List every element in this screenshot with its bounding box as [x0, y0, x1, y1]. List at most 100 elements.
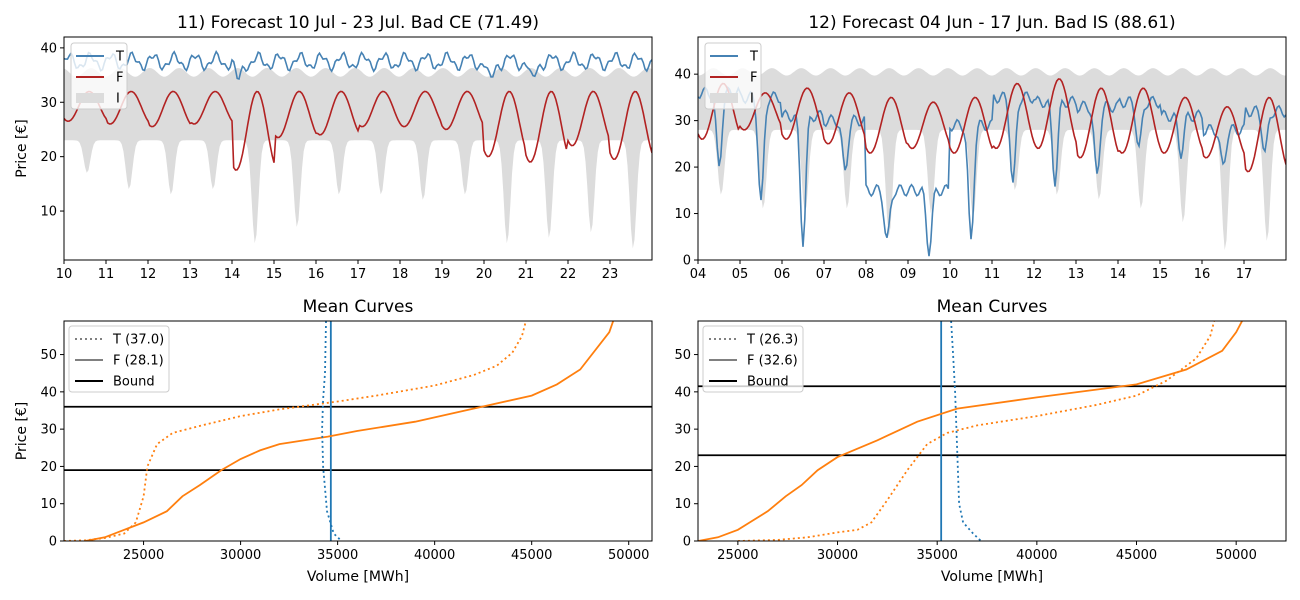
y-tick-label: 30	[674, 423, 691, 438]
x-tick-label: 21	[518, 267, 535, 282]
legend-entry: Bound	[747, 375, 789, 390]
x-tick-label: 15	[1152, 267, 1169, 282]
x-tick-label: 16	[1194, 267, 1211, 282]
legend-entry: F (32.6)	[747, 354, 798, 369]
legend-entry: F (28.1)	[113, 354, 164, 369]
y-tick-label: 10	[674, 207, 691, 222]
plot-area	[64, 50, 652, 249]
x-tick-label: 05	[732, 267, 749, 282]
series-T-line	[64, 50, 652, 81]
curve-demand-line	[950, 321, 982, 541]
series-F-line	[698, 78, 1286, 173]
x-tick-label: 20	[476, 267, 493, 282]
legend-entry: I	[116, 92, 120, 107]
y-tick-label: 10	[40, 205, 57, 220]
axes-frame	[697, 320, 1287, 542]
x-tick-label: 22	[560, 267, 577, 282]
plot-area	[698, 68, 1286, 257]
y-axis-label: Price [€]	[14, 402, 30, 460]
chart-title: 12) Forecast 04 Jun - 17 Jun. Bad IS (88…	[808, 13, 1175, 33]
x-tick-label: 10	[942, 267, 959, 282]
legend-entry: T (26.3)	[746, 333, 798, 348]
y-tick-label: 40	[674, 385, 691, 400]
legend-entry: Bound	[113, 375, 155, 390]
panel-p22: Mean Curves 25000 30000 35000 40000 45000 5000…	[674, 297, 1287, 585]
y-tick-label: 30	[674, 114, 691, 129]
y-tick-label: 20	[40, 460, 57, 475]
curve-f-line	[698, 321, 1243, 541]
x-tick-label: 16	[308, 267, 325, 282]
x-tick-label: 11	[984, 267, 1001, 282]
curve-demand-line	[321, 321, 343, 541]
legend-box	[702, 325, 804, 393]
x-tick-label: 45000	[511, 548, 552, 563]
y-tick-label: 30	[40, 96, 57, 111]
y-tick-label: 0	[49, 535, 57, 550]
y-tick-label: 10	[674, 497, 691, 512]
legend-entry: T	[749, 50, 758, 65]
x-tick-label: 25000	[717, 548, 758, 563]
curve-f-line	[85, 321, 615, 541]
legend-entry: I	[750, 92, 754, 107]
y-tick-label: 50	[674, 348, 691, 363]
panel-p11: 11) Forecast 10 Jul - 23 Jul. Bad CE (71…	[14, 13, 653, 282]
x-tick-label: 30000	[817, 548, 858, 563]
x-tick-label: 13	[182, 267, 199, 282]
y-tick-label: 30	[40, 423, 57, 438]
curve-t-line	[737, 321, 1216, 541]
y-tick-label: 50	[40, 348, 57, 363]
x-tick-label: 35000	[317, 548, 358, 563]
plot-area	[64, 321, 652, 541]
chart-title: Mean Curves	[303, 297, 414, 317]
chart-title: 11) Forecast 10 Jul - 23 Jul. Bad CE (71…	[177, 13, 539, 33]
y-tick-label: 20	[674, 161, 691, 176]
x-tick-label: 08	[858, 267, 875, 282]
y-axis-label: Price [€]	[14, 119, 30, 177]
series-F-line	[64, 90, 652, 171]
x-tick-label: 14	[224, 267, 241, 282]
x-axis-label: Volume [MWh]	[941, 569, 1043, 585]
x-tick-label: 12	[140, 267, 157, 282]
x-axis-label: Volume [MWh]	[307, 569, 409, 585]
y-tick-label: 10	[40, 497, 57, 512]
y-tick-label: 20	[40, 150, 57, 165]
legend-box	[68, 325, 170, 393]
x-tick-label: 23	[602, 267, 619, 282]
curve-t-line	[64, 321, 527, 541]
legend-swatch	[710, 93, 738, 103]
y-tick-label: 40	[40, 385, 57, 400]
interval-band	[64, 68, 652, 249]
y-tick-label: 40	[40, 41, 57, 56]
x-tick-label: 12	[1026, 267, 1043, 282]
x-tick-label: 25000	[123, 548, 164, 563]
x-tick-label: 18	[392, 267, 409, 282]
x-tick-label: 19	[434, 267, 451, 282]
x-tick-label: 13	[1068, 267, 1085, 282]
x-tick-label: 06	[774, 267, 791, 282]
y-tick-label: 40	[674, 68, 691, 83]
y-tick-label: 0	[683, 254, 691, 269]
x-tick-label: 40000	[414, 548, 455, 563]
x-tick-label: 15	[266, 267, 283, 282]
x-tick-label: 10	[56, 267, 73, 282]
x-tick-label: 50000	[608, 548, 649, 563]
legend-swatch	[76, 93, 104, 103]
x-tick-label: 09	[900, 267, 917, 282]
x-tick-label: 45000	[1116, 548, 1157, 563]
x-tick-label: 04	[690, 267, 707, 282]
legend-entry: T (37.0)	[112, 333, 164, 348]
y-tick-label: 20	[674, 460, 691, 475]
x-tick-label: 17	[350, 267, 367, 282]
x-tick-label: 40000	[1016, 548, 1057, 563]
chart-title: Mean Curves	[937, 297, 1048, 317]
panel-p21: Mean Curves 25000 30000 35000 40000 45000 5000…	[14, 297, 653, 585]
x-tick-label: 11	[98, 267, 115, 282]
y-tick-label: 0	[683, 535, 691, 550]
x-tick-label: 50000	[1215, 548, 1256, 563]
legend-entry: F	[116, 71, 123, 86]
panel-p12: 12) Forecast 04 Jun - 17 Jun. Bad IS (88…	[674, 13, 1287, 282]
interval-band	[698, 68, 1286, 250]
axes-frame	[63, 320, 653, 542]
x-tick-label: 07	[816, 267, 833, 282]
